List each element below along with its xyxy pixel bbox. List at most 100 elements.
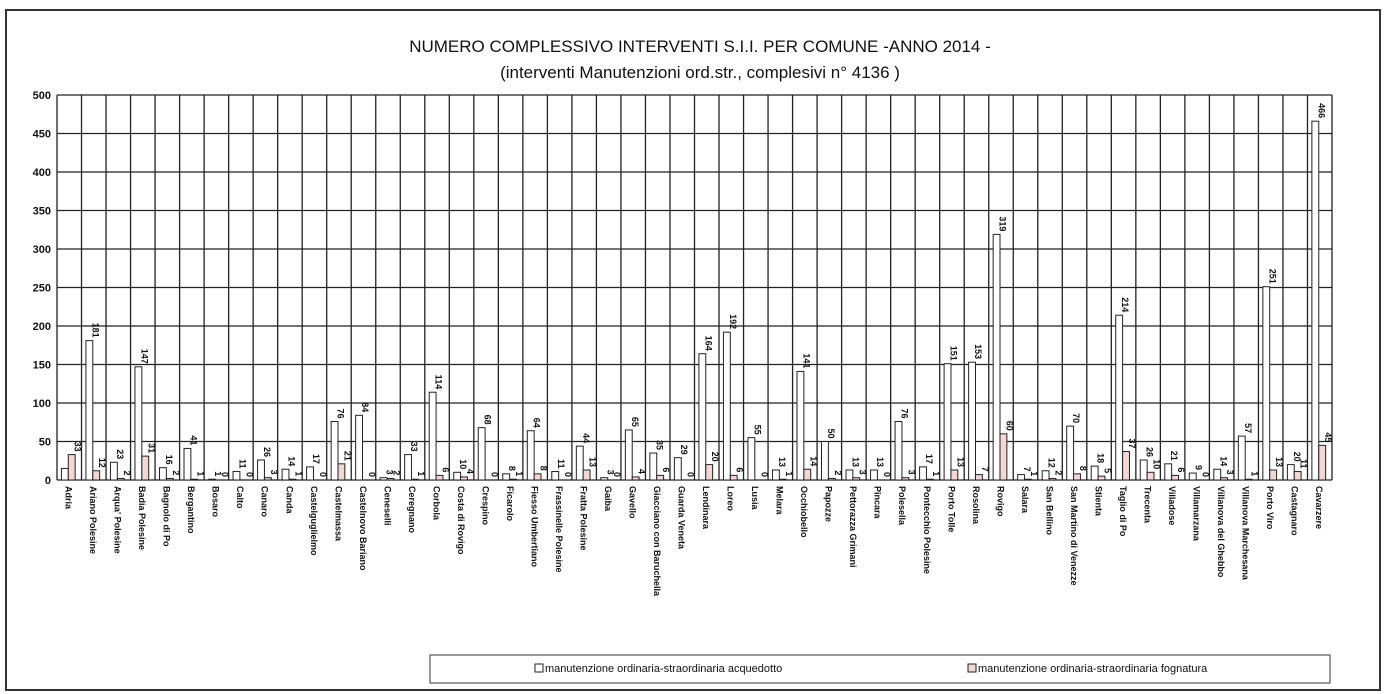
x-tick-label: Ceneselli xyxy=(382,486,392,526)
bar xyxy=(1097,475,1106,481)
value-label: 192 xyxy=(728,314,738,329)
value-label: 3 xyxy=(269,470,279,475)
bar xyxy=(624,429,633,481)
value-label: 2 xyxy=(122,470,132,475)
bar xyxy=(600,477,609,481)
frame xyxy=(5,9,1381,691)
bar xyxy=(92,470,101,481)
bar xyxy=(386,477,395,481)
bar xyxy=(894,420,903,481)
bar xyxy=(649,452,658,481)
bar xyxy=(1115,314,1124,481)
x-tick-label: Villadose xyxy=(1167,486,1177,525)
value-label: 7 xyxy=(980,467,990,472)
bar xyxy=(1213,468,1222,481)
bar xyxy=(1311,120,1320,481)
x-tick-label: Bergantino xyxy=(186,486,196,534)
bar xyxy=(257,459,265,481)
bar xyxy=(526,430,535,481)
chart-subtitle: (interventi Manutenzioni ord.str., compl… xyxy=(500,63,900,82)
value-label: 41 xyxy=(188,435,198,445)
bar xyxy=(109,461,118,481)
x-tick-label: Crespino xyxy=(480,486,490,526)
value-label: 55 xyxy=(752,425,762,435)
value-label: 50 xyxy=(826,428,836,438)
value-label: 4 xyxy=(637,469,647,474)
y-tick-label: 450 xyxy=(33,129,51,141)
x-tick-label: Porto Viro xyxy=(1265,486,1275,530)
bar xyxy=(974,474,983,481)
value-label: 1 xyxy=(195,471,205,476)
x-tick-label: Pontecchio Polesine xyxy=(922,486,932,574)
value-label: 29 xyxy=(679,445,689,455)
value-label: 1 xyxy=(1250,471,1260,476)
legend-label: manutenzione ordinaria-straordinaria fog… xyxy=(978,663,1208,675)
value-label: 466 xyxy=(1316,103,1326,118)
value-label: 0 xyxy=(882,472,892,477)
value-label: 1 xyxy=(784,471,794,476)
x-tick-label: Frassinelle Polesine xyxy=(554,486,564,573)
x-tick-label: Fratta Polesine xyxy=(578,486,588,551)
x-tick-label: Salara xyxy=(1020,486,1030,514)
value-label: 35 xyxy=(654,440,664,450)
x-tick-label: Ariano Polesine xyxy=(88,486,98,554)
x-tick-label: Ceregnano xyxy=(407,486,417,534)
x-tick-label: Ficarolo xyxy=(505,486,515,522)
bar xyxy=(673,457,682,481)
bar xyxy=(134,366,143,481)
x-tick-label: Melara xyxy=(775,486,785,516)
value-label: 6 xyxy=(661,467,671,472)
bar xyxy=(778,478,787,481)
bar xyxy=(116,477,125,481)
value-label: 14 xyxy=(1218,456,1228,466)
value-label: 0 xyxy=(220,472,230,477)
value-label: 31 xyxy=(146,443,156,453)
bar xyxy=(1146,471,1155,481)
value-label: 0 xyxy=(367,472,377,477)
value-label: 0 xyxy=(244,472,254,477)
bar xyxy=(575,445,584,481)
value-label: 17 xyxy=(924,454,934,464)
bar xyxy=(141,455,150,481)
bar xyxy=(852,477,861,481)
value-label: 3 xyxy=(1225,470,1235,475)
value-label: 33 xyxy=(409,442,419,452)
bar xyxy=(1048,477,1057,481)
value-label: 3 xyxy=(605,470,615,475)
y-tick-label: 0 xyxy=(45,475,51,487)
bar xyxy=(60,467,69,481)
bar xyxy=(747,437,756,481)
bar xyxy=(968,361,976,481)
bar xyxy=(1164,463,1173,481)
value-label: 0 xyxy=(563,472,573,477)
value-label: 13 xyxy=(850,457,860,467)
bar xyxy=(411,478,419,481)
bar xyxy=(1041,470,1050,481)
legend xyxy=(429,654,1331,684)
bar xyxy=(330,420,339,481)
value-label: 6 xyxy=(1176,467,1186,472)
x-tick-label: Bosaro xyxy=(211,486,221,518)
x-tick-label: Giacciano con Baruchella xyxy=(652,486,662,597)
bar xyxy=(460,476,468,481)
value-label: 1 xyxy=(514,471,524,476)
bar xyxy=(337,463,346,481)
y-tick-label: 150 xyxy=(33,360,51,372)
x-tick-label: Lusia xyxy=(750,486,760,511)
x-tick-label: Castagnaro xyxy=(1290,486,1300,536)
value-label: 37 xyxy=(1127,438,1137,448)
x-tick-label: Loreo xyxy=(726,486,736,512)
bar xyxy=(288,478,297,481)
value-label: 9 xyxy=(1194,465,1204,470)
legend-swatch xyxy=(534,663,544,673)
x-tick-label: Canda xyxy=(284,486,294,515)
x-tick-label: Bagnolo di Po xyxy=(162,486,172,547)
bar xyxy=(263,477,272,481)
x-tick-label: Papozze xyxy=(824,486,834,522)
value-label: 153 xyxy=(973,344,983,359)
value-label: 33 xyxy=(73,442,83,452)
x-tick-label: Rosolina xyxy=(971,486,981,525)
bar xyxy=(1066,425,1075,481)
x-tick-label: Corbola xyxy=(431,486,441,521)
bar xyxy=(435,474,444,481)
